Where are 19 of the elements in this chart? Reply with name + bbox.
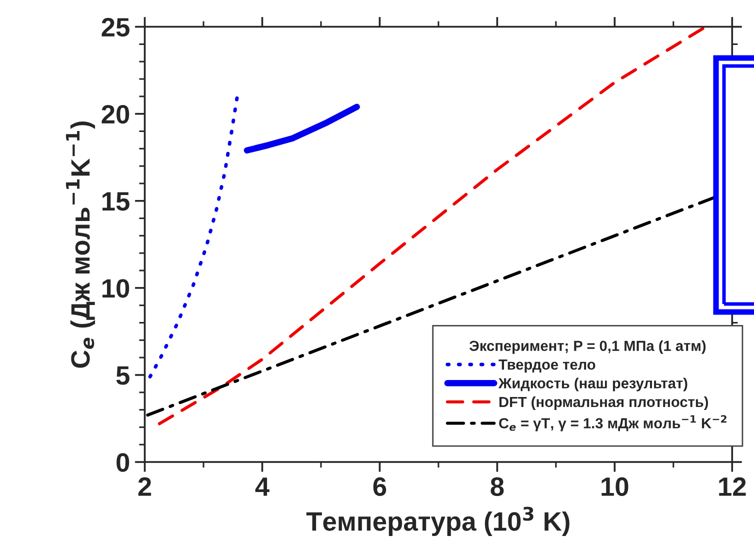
y-tick-label: 15 [102, 192, 130, 211]
legend-title: Эксперимент; P = 0,1 МПа (1 атм) [469, 340, 706, 354]
x-tick-label: 6 [373, 477, 386, 496]
x-axis-title: Температура (10$^{3}$ K) [306, 506, 570, 536]
y-tick-label: 20 [102, 104, 130, 124]
x-tick-label: 10 [602, 477, 628, 496]
x-tick-label: 4 [255, 478, 270, 496]
legend-label: DFT (нормальная плотность) [499, 396, 708, 410]
x-tick-label: 2 [138, 477, 152, 496]
y-tick-label: 25 [102, 18, 130, 37]
x-tick-label: 8 [490, 477, 504, 496]
y-tick-label: 10 [102, 279, 130, 298]
legend-label: Жидкость (наш результат) [498, 378, 688, 392]
y-tick-label: 0 [116, 453, 130, 472]
legend-label: Твердое тело [498, 360, 596, 373]
x-tick-label: 12 [719, 477, 746, 496]
y-axis-title: C$_{e}$ (Дж моль$^{−1}$K$^{−1}$) [66, 122, 96, 368]
y-tick-label: 5 [116, 366, 130, 385]
legend-label: C$_{e}$ = γT, γ = 1.3 мДж моль$^{−1}$ K$^{−2}$ [499, 415, 726, 432]
